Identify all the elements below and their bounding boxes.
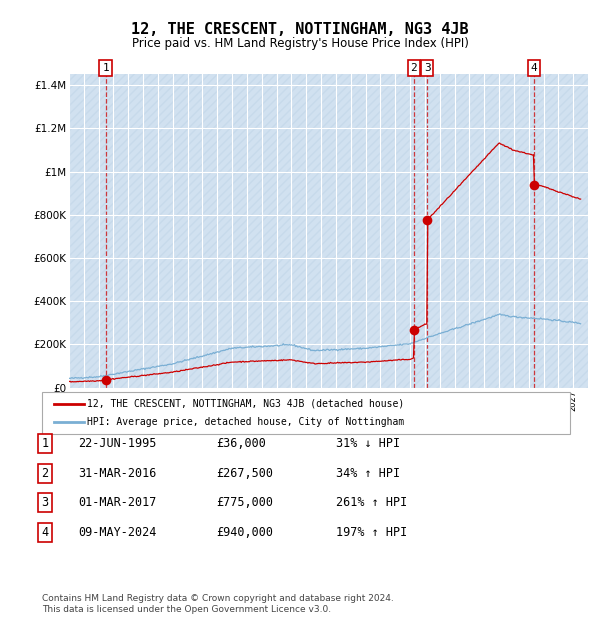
Text: Price paid vs. HM Land Registry's House Price Index (HPI): Price paid vs. HM Land Registry's House … xyxy=(131,37,469,50)
Text: Contains HM Land Registry data © Crown copyright and database right 2024.
This d: Contains HM Land Registry data © Crown c… xyxy=(42,595,394,614)
Text: £940,000: £940,000 xyxy=(216,526,273,539)
Text: 2: 2 xyxy=(41,467,49,479)
Text: 1: 1 xyxy=(41,437,49,450)
Text: £775,000: £775,000 xyxy=(216,497,273,509)
Text: 31% ↓ HPI: 31% ↓ HPI xyxy=(336,437,400,450)
Text: 31-MAR-2016: 31-MAR-2016 xyxy=(78,467,157,479)
Text: £36,000: £36,000 xyxy=(216,437,266,450)
Text: 01-MAR-2017: 01-MAR-2017 xyxy=(78,497,157,509)
Text: 1: 1 xyxy=(102,63,109,73)
Text: 12, THE CRESCENT, NOTTINGHAM, NG3 4JB (detached house): 12, THE CRESCENT, NOTTINGHAM, NG3 4JB (d… xyxy=(87,399,404,409)
Text: 2: 2 xyxy=(410,63,417,73)
Text: 3: 3 xyxy=(41,497,49,509)
Text: 4: 4 xyxy=(41,526,49,539)
Text: 22-JUN-1995: 22-JUN-1995 xyxy=(78,437,157,450)
Text: 4: 4 xyxy=(530,63,537,73)
Text: 3: 3 xyxy=(424,63,431,73)
Text: 197% ↑ HPI: 197% ↑ HPI xyxy=(336,526,407,539)
Text: HPI: Average price, detached house, City of Nottingham: HPI: Average price, detached house, City… xyxy=(87,417,404,427)
Text: 09-MAY-2024: 09-MAY-2024 xyxy=(78,526,157,539)
Text: 34% ↑ HPI: 34% ↑ HPI xyxy=(336,467,400,479)
Text: £267,500: £267,500 xyxy=(216,467,273,479)
Text: 12, THE CRESCENT, NOTTINGHAM, NG3 4JB: 12, THE CRESCENT, NOTTINGHAM, NG3 4JB xyxy=(131,22,469,37)
Text: 261% ↑ HPI: 261% ↑ HPI xyxy=(336,497,407,509)
